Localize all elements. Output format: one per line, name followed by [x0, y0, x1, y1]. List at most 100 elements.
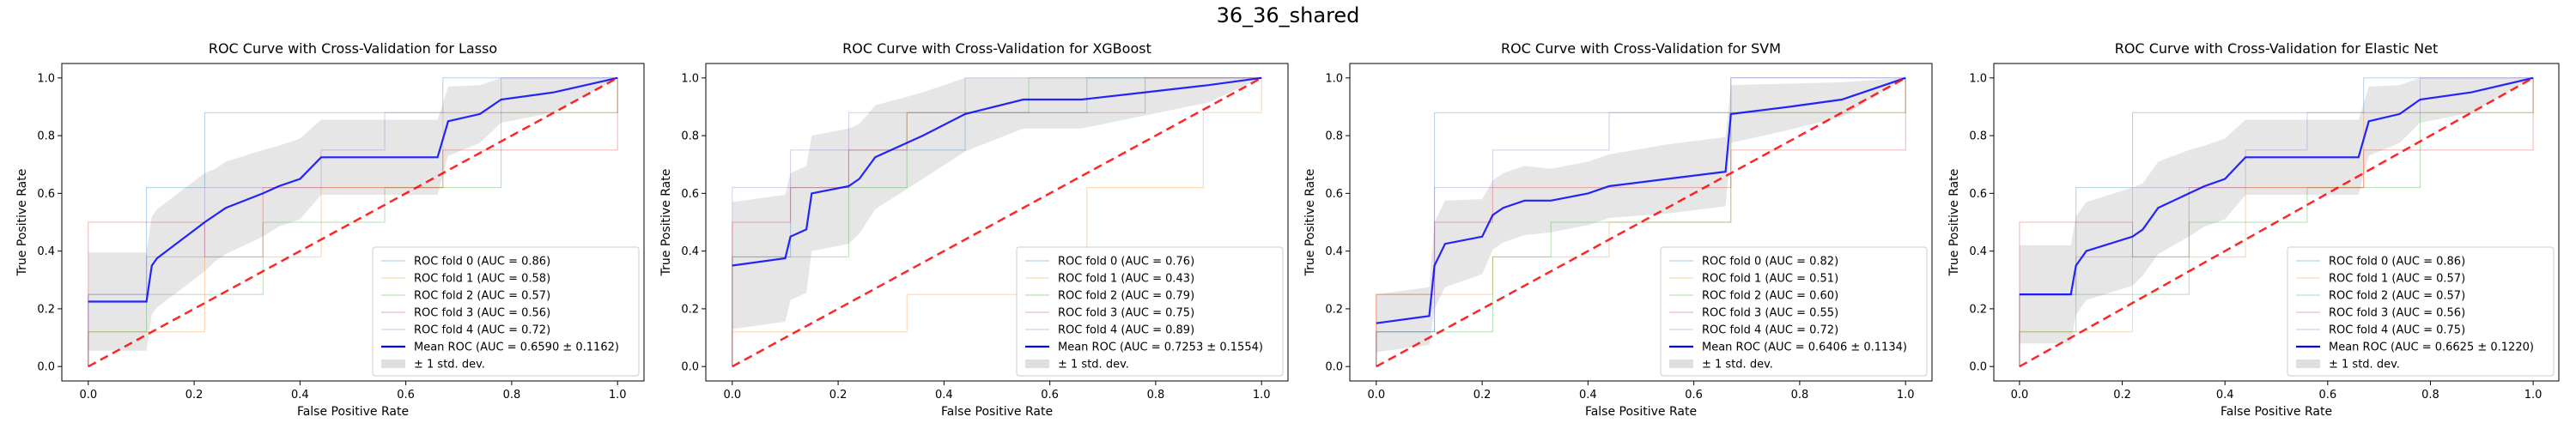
roc-panel: ROC Curve with Cross-Validation for Lass…: [15, 40, 645, 419]
chance-line: [1376, 76, 1906, 368]
x-tick-label: 1.0: [609, 389, 627, 402]
y-tick-label: 0.2: [681, 303, 699, 316]
legend-label: ROC fold 1 (AUC = 0.51): [1702, 273, 1838, 286]
y-tick-label: 0.4: [1969, 245, 1987, 258]
chance-line: [732, 76, 1262, 368]
y-tick-label: 0.8: [37, 130, 55, 143]
legend-label: ± 1 std. dev.: [2329, 359, 2400, 372]
fold-curve: [732, 77, 1262, 367]
axes-frame: [1349, 63, 1933, 382]
y-tick-label: 1.0: [37, 72, 55, 85]
legend-label: ROC fold 1 (AUC = 0.43): [1058, 273, 1194, 286]
std-band: [1376, 77, 1906, 353]
legend-swatch: [1025, 360, 1049, 368]
x-tick-label: 0.2: [2113, 389, 2131, 402]
legend-label: Mean ROC (AUC = 0.7253 ± 0.1554): [1058, 341, 1263, 354]
legend: ROC fold 0 (AUC = 0.76) ROC fold 1 (AUC =…: [1016, 246, 1284, 377]
mean-roc-curve: [88, 76, 618, 303]
legend-label: Mean ROC (AUC = 0.6590 ± 0.1162): [414, 341, 619, 354]
y-tick-label: 0.6: [1969, 188, 1987, 201]
chart-title: ROC Curve with Cross-Validation for SVM: [1501, 40, 1781, 57]
legend-label: ROC fold 0 (AUC = 0.86): [414, 256, 550, 269]
x-tick-label: 0.2: [185, 389, 204, 402]
x-tick-label: 0.8: [1147, 389, 1165, 402]
y-tick-label: 0.4: [681, 245, 699, 258]
x-tick-label: 0.4: [2216, 389, 2234, 402]
legend-swatch: [2296, 360, 2320, 368]
fold-curve: [2019, 77, 2534, 367]
x-tick-label: 0.0: [1367, 389, 1385, 402]
legend-frame: [372, 246, 640, 377]
legend-label: ROC fold 4 (AUC = 0.72): [1702, 324, 1838, 337]
chart-title: ROC Curve with Cross-Validation for Elas…: [2115, 40, 2439, 57]
x-axis-label: False Positive Rate: [941, 405, 1053, 419]
y-tick-label: 0.8: [681, 130, 699, 143]
x-tick-label: 0.4: [291, 389, 309, 402]
chance-line: [88, 76, 618, 368]
y-axis-label: True Positive Rate: [1303, 169, 1317, 277]
legend-swatch: [381, 360, 405, 368]
mean-roc-curve: [2019, 76, 2534, 296]
legend-label: Mean ROC (AUC = 0.6625 ± 0.1220): [2329, 341, 2534, 354]
fold-curve: [2019, 77, 2534, 367]
fold-curve: [732, 77, 1262, 367]
y-tick-label: 0.0: [37, 361, 55, 374]
fold-curve: [732, 77, 1262, 367]
legend-label: ROC fold 4 (AUC = 0.72): [414, 324, 550, 337]
legend: ROC fold 0 (AUC = 0.86) ROC fold 1 (AUC =…: [2287, 246, 2555, 377]
y-tick-label: 0.0: [1325, 361, 1343, 374]
std-band: [88, 77, 618, 351]
legend-label: ROC fold 0 (AUC = 0.82): [1702, 256, 1838, 269]
legend-label: ROC fold 2 (AUC = 0.60): [1702, 290, 1838, 303]
x-tick-label: 0.6: [1685, 389, 1703, 402]
legend-label: ROC fold 3 (AUC = 0.56): [2329, 307, 2465, 320]
x-tick-label: 0.0: [2011, 389, 2029, 402]
legend-label: ± 1 std. dev.: [1702, 359, 1773, 372]
roc-panel: ROC Curve with Cross-Validation for SVM 0…: [1303, 40, 1933, 419]
x-tick-label: 0.0: [79, 389, 97, 402]
legend: ROC fold 0 (AUC = 0.86) ROC fold 1 (AUC =…: [372, 246, 640, 377]
y-tick-label: 0.0: [1969, 361, 1987, 374]
legend-label: ROC fold 3 (AUC = 0.56): [414, 307, 550, 320]
fold-curve: [88, 77, 618, 367]
y-tick-label: 1.0: [1969, 72, 1987, 85]
fold-curve: [1376, 77, 1906, 367]
x-tick-label: 1.0: [1253, 389, 1271, 402]
y-tick-label: 0.6: [681, 188, 699, 201]
y-tick-label: 0.6: [1325, 188, 1343, 201]
x-tick-label: 0.2: [829, 389, 848, 402]
legend-label: ROC fold 3 (AUC = 0.55): [1702, 307, 1838, 320]
legend-label: ROC fold 0 (AUC = 0.76): [1058, 256, 1194, 269]
legend-label: ROC fold 2 (AUC = 0.57): [2329, 290, 2465, 303]
x-tick-label: 0.8: [503, 389, 521, 402]
std-band: [732, 77, 1262, 329]
chart-title: ROC Curve with Cross-Validation for XGBo…: [842, 40, 1151, 57]
y-tick-label: 0.2: [37, 303, 55, 316]
y-tick-label: 1.0: [1325, 72, 1343, 85]
chance-line: [2019, 76, 2534, 368]
x-axis-label: False Positive Rate: [1585, 405, 1697, 419]
x-tick-label: 1.0: [2524, 389, 2543, 402]
legend-label: Mean ROC (AUC = 0.6406 ± 0.1134): [1702, 341, 1907, 354]
chart-title: ROC Curve with Cross-Validation for Lass…: [209, 40, 497, 57]
x-tick-label: 1.0: [1897, 389, 1915, 402]
y-tick-label: 0.8: [1969, 130, 1987, 143]
legend-label: ROC fold 4 (AUC = 0.75): [2329, 324, 2465, 337]
std-band: [2019, 77, 2534, 344]
legend-frame: [2287, 246, 2555, 377]
legend-label: ROC fold 1 (AUC = 0.58): [414, 273, 550, 286]
legend-label: ROC fold 0 (AUC = 0.86): [2329, 256, 2465, 269]
y-tick-label: 0.4: [37, 245, 55, 258]
fold-curve: [88, 77, 618, 367]
figure-suptitle: 36_36_shared: [1216, 3, 1360, 27]
legend-label: ROC fold 2 (AUC = 0.79): [1058, 290, 1194, 303]
legend-label: ROC fold 4 (AUC = 0.89): [1058, 324, 1194, 337]
x-tick-label: 0.6: [397, 389, 415, 402]
y-tick-label: 0.0: [681, 361, 699, 374]
axes-frame: [705, 63, 1289, 382]
legend-swatch: [1669, 360, 1693, 368]
x-tick-label: 0.8: [2421, 389, 2439, 402]
y-axis-label: True Positive Rate: [15, 169, 29, 277]
legend-frame: [1660, 246, 1928, 377]
y-tick-label: 0.6: [37, 188, 55, 201]
